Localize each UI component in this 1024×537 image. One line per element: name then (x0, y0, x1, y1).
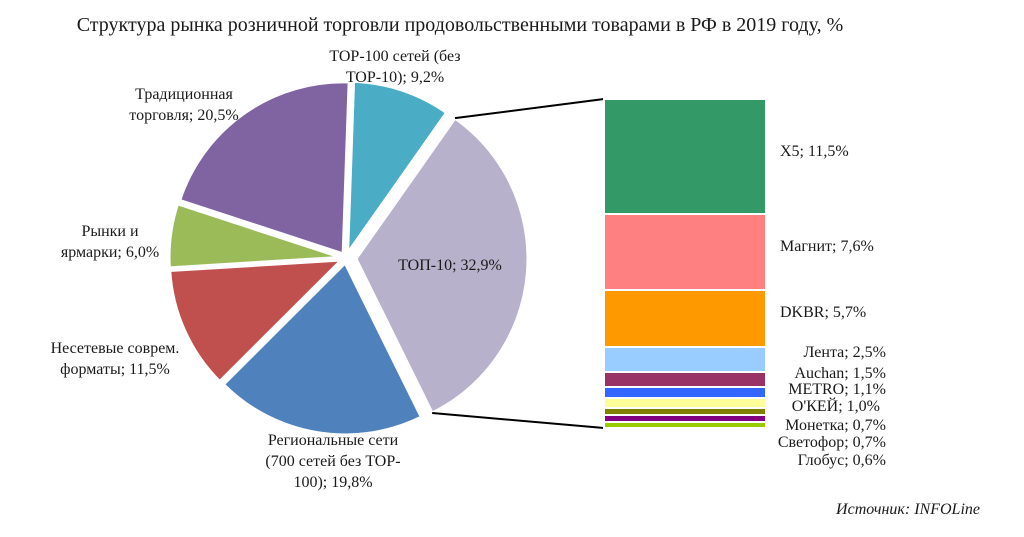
bar-label: Глобус; 0,6% (798, 452, 886, 469)
pie-label-markets: Рынки и ярмарки; 6,0% (61, 223, 159, 261)
pie-label-line: TOP-100 сетей (без (329, 48, 460, 65)
bar-label: X5; 11,5% (780, 143, 849, 160)
connector-line-bottom (432, 411, 605, 429)
pie-label-line: Региональные сети (268, 432, 399, 449)
pie-slice-traditional (177, 80, 351, 256)
pie-label-line: Традиционная (135, 86, 233, 103)
pie-label-line: Несетевые соврем. (51, 340, 180, 357)
stacked-bar-group (603, 98, 767, 429)
bar-segment (603, 407, 767, 416)
bar-label: Auchan; 1,5% (794, 365, 886, 382)
bar-label: Монетка; 0,7% (785, 417, 886, 434)
pie-label-top10: ТОП-10; 32,9% (398, 257, 502, 274)
pie-label-line: Рынки и (81, 223, 139, 240)
pie-label-line: торговля; 20,5% (129, 107, 238, 124)
bar-segment (603, 289, 767, 348)
label-group: TOP-100 сетей (без TOP-10); 9,2% ТОП-10; 3… (51, 48, 886, 491)
bar-label: Светофор; 0,7% (778, 434, 886, 451)
bar-segment (603, 397, 767, 409)
pie-label-line: (700 сетей без TOP- (265, 453, 400, 470)
bar-segment (603, 213, 767, 291)
pie-slice-top100 (345, 79, 449, 259)
pie-label-line: TOP-10); 9,2% (346, 69, 444, 86)
pie-slice-top10 (354, 116, 530, 415)
pie-label-nonchain: Несетевые соврем. форматы; 11,5% (51, 340, 180, 378)
pie-slice-nonchain (168, 258, 346, 384)
chart-title: Структура рынка розничной торговли продо… (77, 14, 844, 36)
pie-slice-regional (221, 260, 424, 437)
bar-segment (603, 371, 767, 388)
pie-label-regional: Региональные сети (700 сетей без TOP- 100)… (265, 432, 400, 491)
pie-label-traditional: Традиционная торговля; 20,5% (129, 86, 238, 124)
bar-segment (603, 421, 767, 429)
bar-label: O'КЕЙ; 1,0% (792, 396, 880, 415)
pie-label-line: форматы; 11,5% (60, 361, 170, 378)
bar-label: Магнит; 7,6% (780, 238, 874, 255)
bar-label: Лента; 2,5% (804, 344, 886, 361)
pie-label-line: 100); 19,8% (293, 474, 372, 491)
pie-slice-markets (167, 201, 342, 270)
pie-group (167, 79, 530, 437)
source-note: Источник: INFOLine (835, 501, 980, 518)
pie-label-top100: TOP-100 сетей (без TOP-10); 9,2% (329, 48, 460, 86)
bar-segment (603, 414, 767, 423)
bar-label: METRO; 1,1% (788, 381, 886, 398)
pie-label-line: ярмарки; 6,0% (61, 244, 159, 261)
bar-segment (603, 386, 767, 399)
connector-lines (432, 98, 605, 429)
bar-segment (603, 346, 767, 373)
bar-segment (603, 98, 767, 215)
bar-label: DKBR; 5,7% (780, 304, 866, 321)
connector-line-top (454, 98, 605, 120)
pie-label-line: ТОП-10; 32,9% (398, 257, 502, 274)
